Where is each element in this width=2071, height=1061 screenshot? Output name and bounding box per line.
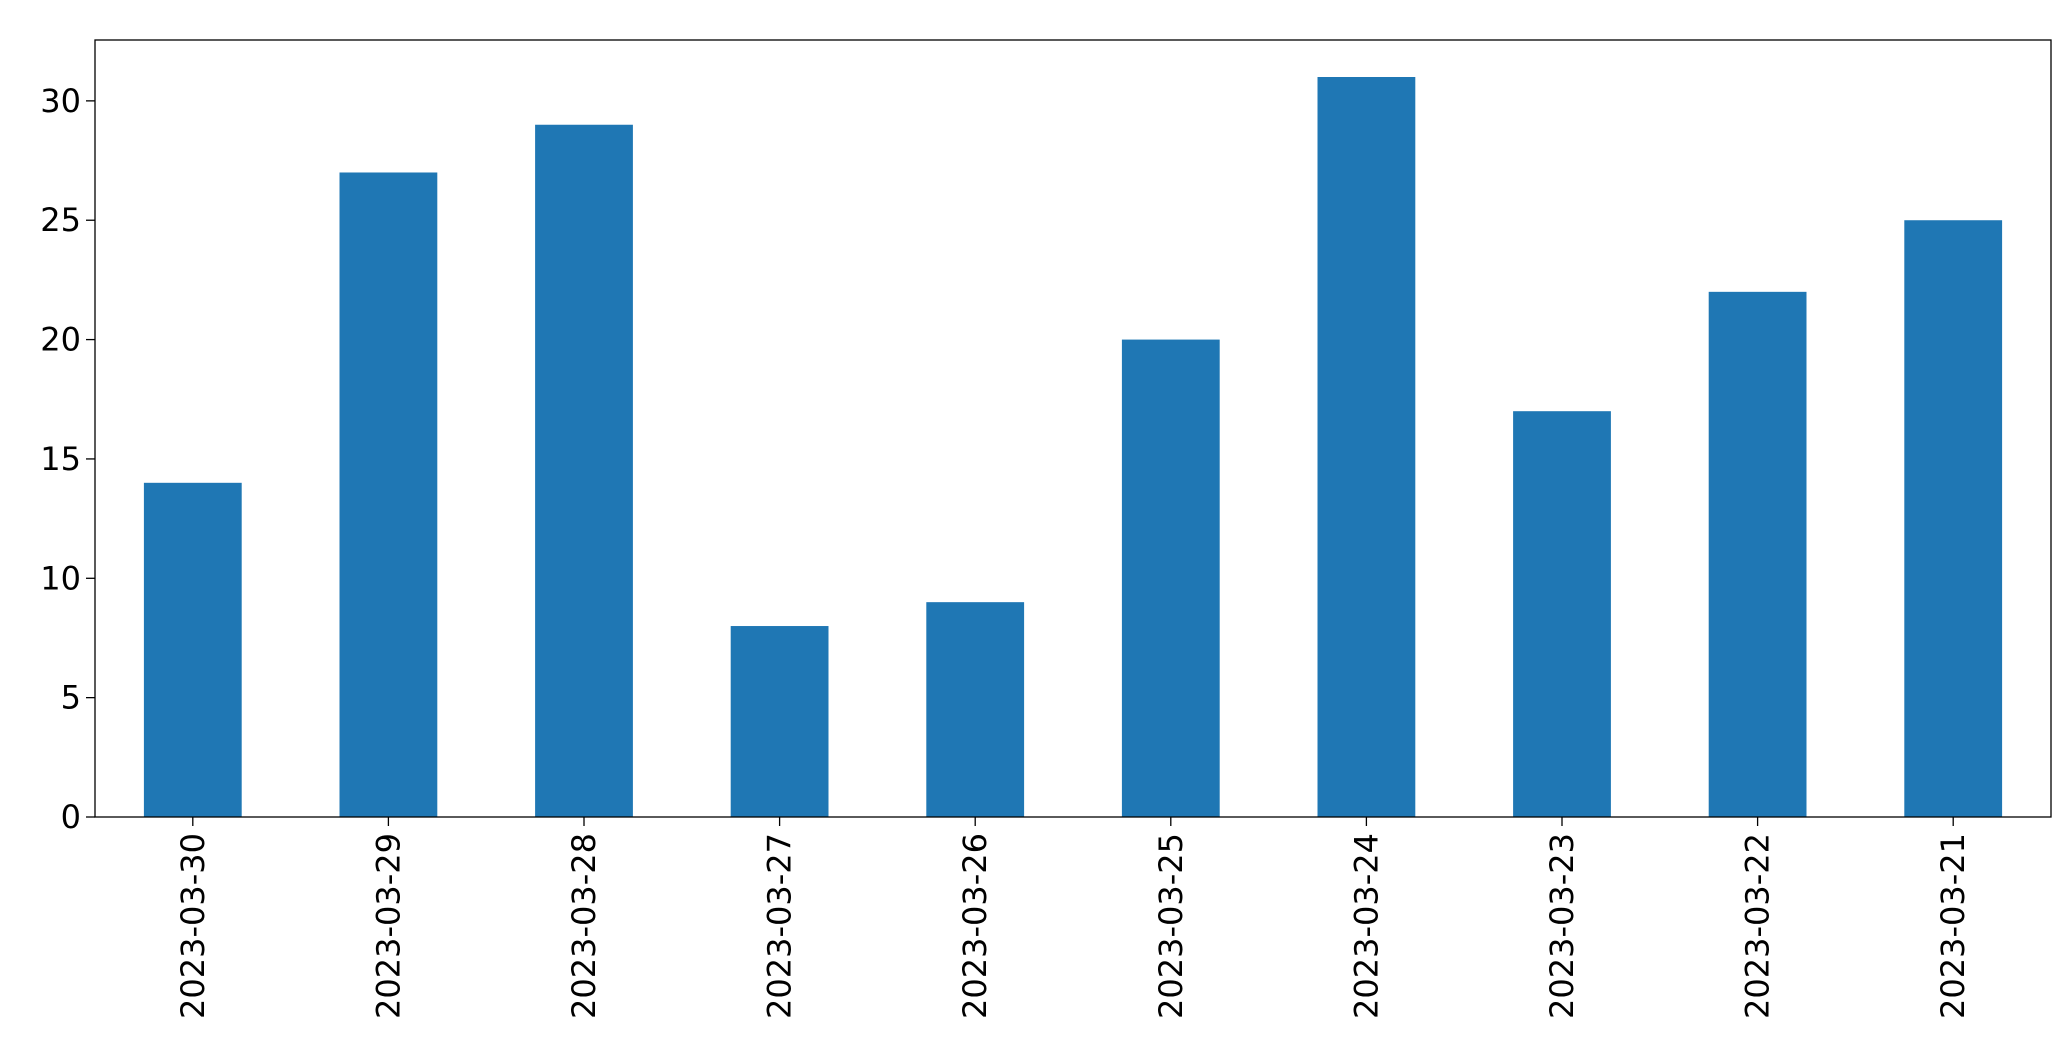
x-tick-label: 2023-03-21 [1934,833,1972,1019]
x-tick-label: 2023-03-24 [1347,833,1385,1019]
y-tick-label: 15 [40,440,81,478]
x-tick-label: 2023-03-29 [369,833,407,1019]
x-tick-label: 2023-03-28 [565,833,603,1019]
y-tick-label: 30 [40,82,81,120]
y-tick-label: 25 [40,201,81,239]
y-tick-label: 20 [40,321,81,359]
bar [535,124,633,817]
x-tick-label: 2023-03-25 [1152,833,1190,1019]
x-tick-label: 2023-03-23 [1543,833,1581,1019]
plot-frame [94,39,2052,818]
bar [926,602,1025,817]
x-tick-label: 2023-03-22 [1739,833,1777,1019]
bar [1904,220,2003,817]
bar [730,626,829,817]
bar [339,172,438,817]
x-tick-label: 2023-03-26 [956,833,994,1019]
x-tick-label: 2023-03-27 [761,833,799,1019]
bar [1317,77,1416,817]
x-tick-label: 2023-03-30 [174,833,212,1019]
y-tick-label: 10 [40,559,81,597]
bar [1121,339,1220,817]
bar [143,482,242,817]
y-tick-label: 5 [61,679,81,717]
bar [1708,291,1807,817]
y-tick-label: 0 [61,798,81,836]
bar [1513,411,1611,817]
